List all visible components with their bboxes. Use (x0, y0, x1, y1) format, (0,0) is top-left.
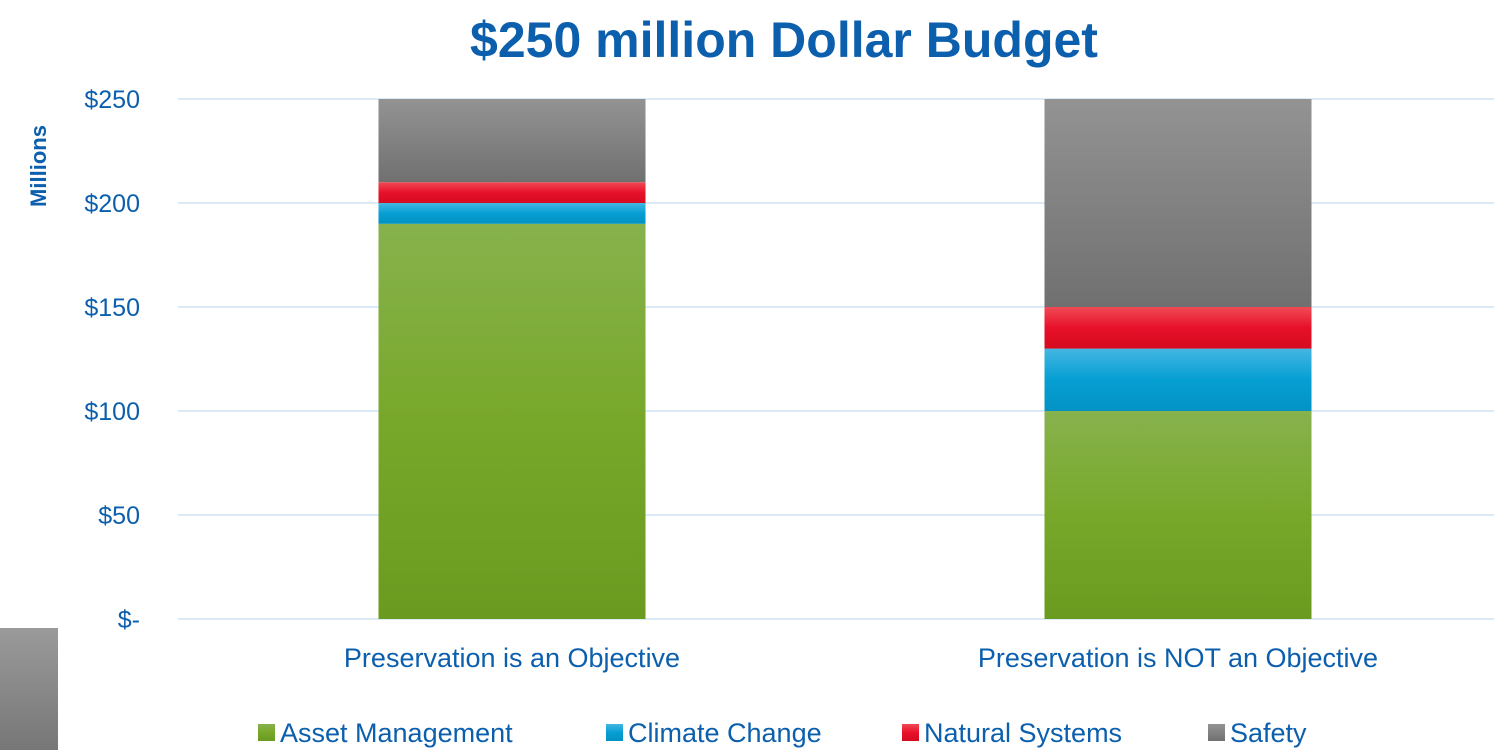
legend-swatch (1208, 724, 1225, 741)
bar-segment-climate-change (1044, 348, 1312, 411)
legend-label: Natural Systems (924, 718, 1122, 748)
y-axis-ticks: $- $50 $100 $150 $200 $250 (84, 86, 140, 634)
legend-item-climate-change: Climate Change (606, 718, 822, 748)
x-category-label: Preservation is NOT an Objective (978, 643, 1378, 673)
x-axis-categories: Preservation is an Objective Preservation… (344, 643, 1378, 673)
bar-segment-natural-systems (1044, 307, 1312, 349)
chart-title: $250 million Dollar Budget (470, 12, 1098, 68)
legend-label: Safety (1230, 718, 1307, 748)
bar-segment-asset-management (378, 223, 646, 620)
y-tick-label: $150 (84, 294, 140, 322)
bar-segment-natural-systems (378, 182, 646, 203)
legend-swatch (606, 724, 623, 741)
legend-item-asset-management: Asset Management (258, 718, 513, 748)
bar-segment-safety (1044, 99, 1312, 307)
y-tick-label: $200 (84, 190, 140, 218)
legend-item-natural-systems: Natural Systems (902, 718, 1122, 748)
legend-item-safety: Safety (1208, 718, 1307, 748)
legend: Asset Management Climate Change Natural Sy… (258, 718, 1307, 748)
legend-label: Asset Management (280, 718, 513, 748)
bar-segment-safety (378, 99, 646, 183)
y-axis-label: Millions (26, 125, 51, 207)
bar-segment-asset-management (1044, 411, 1312, 619)
bar-segment-climate-change (378, 203, 646, 224)
y-tick-label: $- (118, 606, 140, 634)
y-tick-label: $50 (98, 502, 140, 530)
bars (378, 99, 1312, 620)
legend-label: Climate Change (628, 718, 822, 748)
y-tick-label: $100 (84, 398, 140, 426)
decorative-gray-block (0, 628, 58, 750)
legend-swatch (902, 724, 919, 741)
legend-swatch (258, 724, 275, 741)
x-category-label: Preservation is an Objective (344, 643, 680, 673)
y-tick-label: $250 (84, 86, 140, 114)
